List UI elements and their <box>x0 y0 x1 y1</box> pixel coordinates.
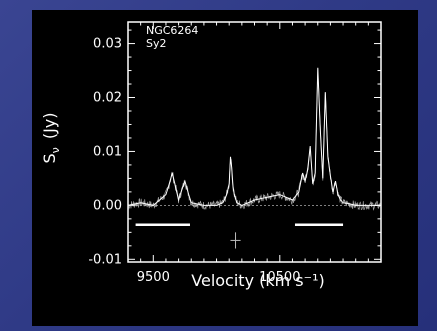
y-axis-symbol: S <box>40 153 59 163</box>
galaxy-label: NGC6264 <box>146 24 198 37</box>
y-tick-label: 0.00 <box>93 198 122 213</box>
x-tick-label: 10500 <box>259 270 300 285</box>
spectrum-traces <box>127 67 382 211</box>
y-axis-unit: (Jy) <box>40 113 59 140</box>
error-bar <box>230 232 241 249</box>
x-axis-title: Velocity (km s⁻¹) <box>191 271 324 290</box>
class-label: Sy2 <box>146 37 167 50</box>
plot-panel <box>32 10 418 326</box>
y-tick-label: 0.03 <box>93 37 122 52</box>
y-tick-label: -0.01 <box>88 252 122 267</box>
spectrum-noise-trace <box>127 68 382 211</box>
y-axis-title: Sν (Jy) <box>40 113 62 164</box>
y-tick-label: 0.01 <box>93 144 122 159</box>
y-tick-label: 0.02 <box>93 91 122 106</box>
svg-text:Sν(Jy): Sν (Jy) <box>40 113 62 164</box>
spectrum-line <box>127 67 381 206</box>
x-tick-label: 9500 <box>137 270 170 285</box>
y-tick-labels: -0.01 0.00 0.01 0.02 0.03 <box>88 37 122 268</box>
x-tick-labels: 9500 10500 <box>137 270 301 285</box>
y-axis-subscript: ν <box>49 147 62 153</box>
